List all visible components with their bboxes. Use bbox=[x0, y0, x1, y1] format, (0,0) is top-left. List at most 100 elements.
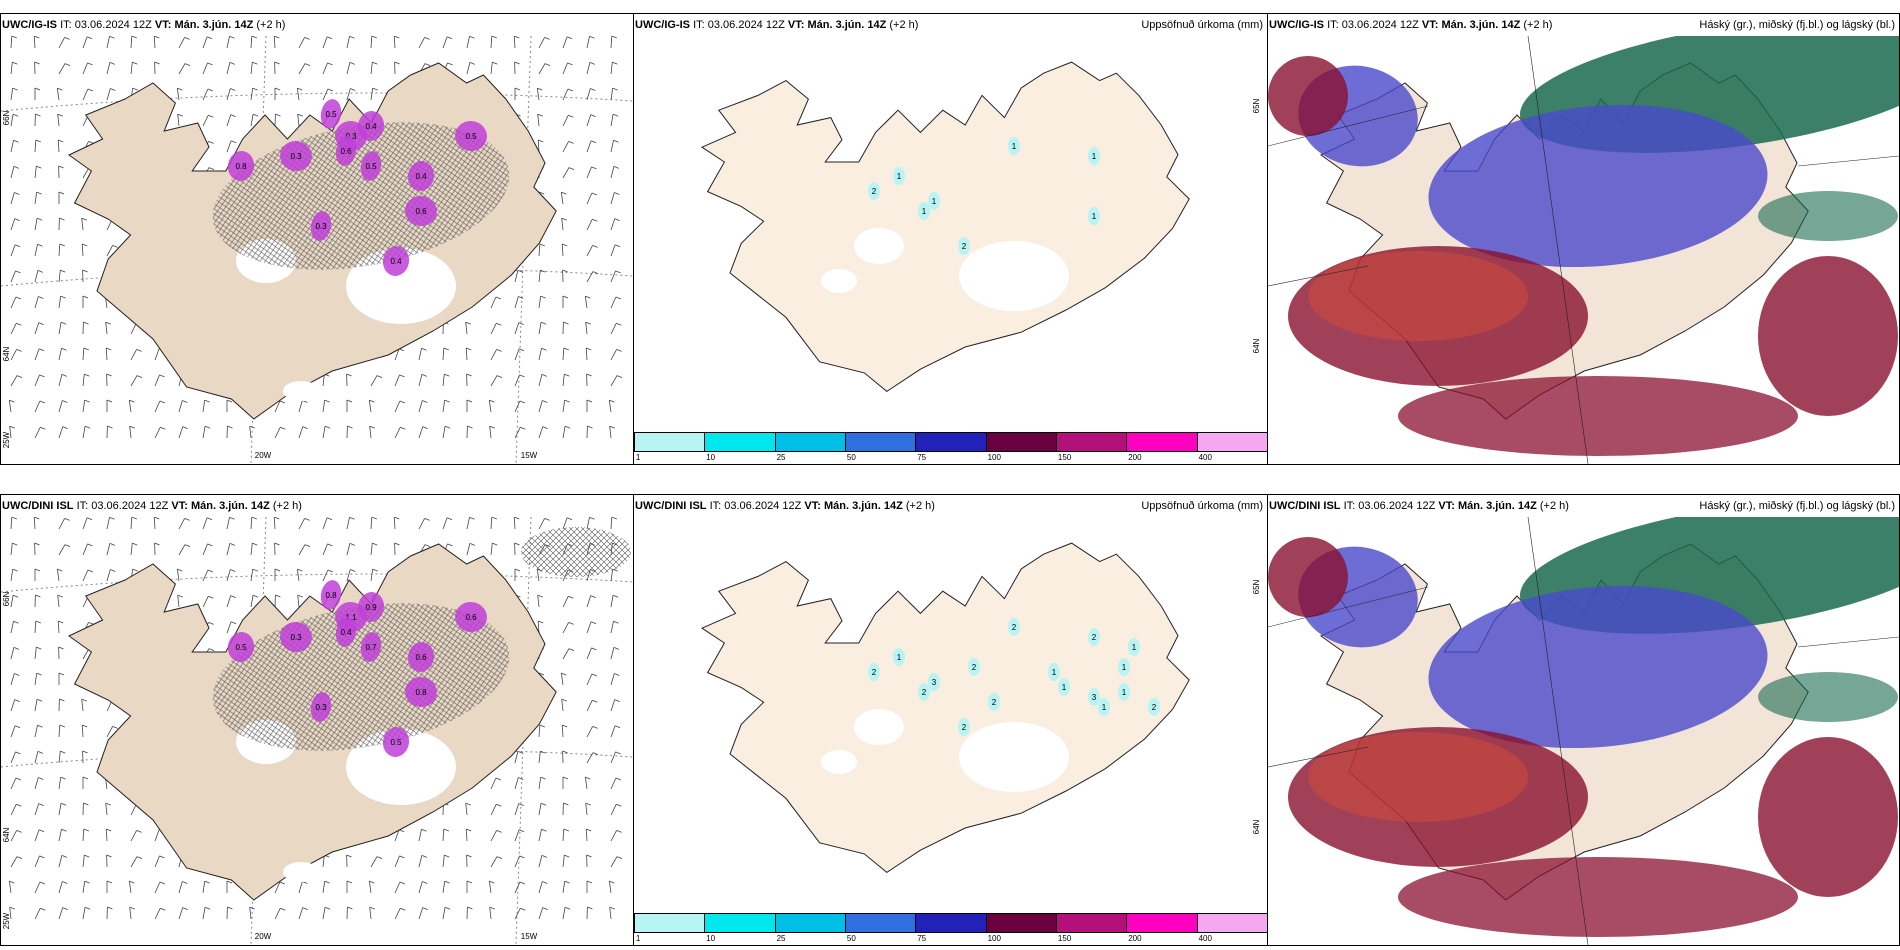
barb-flag bbox=[177, 113, 183, 117]
wind-barb bbox=[490, 349, 497, 361]
colorbar bbox=[634, 432, 1267, 452]
barb-flag bbox=[11, 36, 17, 39]
barb-flag bbox=[347, 906, 353, 910]
barb-flag bbox=[514, 87, 521, 91]
wind-barb bbox=[130, 36, 133, 49]
barb-flag bbox=[279, 881, 286, 885]
barb-flag bbox=[444, 399, 450, 403]
wind-barb bbox=[394, 908, 401, 920]
wind-barb bbox=[586, 673, 593, 686]
wind-barb bbox=[34, 725, 38, 738]
wind-barb bbox=[346, 36, 350, 49]
barb-flag bbox=[612, 87, 618, 91]
wind-barb bbox=[490, 323, 497, 335]
wind-barb bbox=[10, 140, 14, 153]
barb-flag bbox=[16, 375, 23, 378]
barb-flag bbox=[252, 113, 259, 117]
barb-flag bbox=[324, 425, 331, 429]
colorbar-tick-label: 50 bbox=[846, 453, 856, 462]
wind-barb bbox=[610, 140, 614, 153]
barb-flag bbox=[424, 544, 431, 547]
wind-barb bbox=[10, 192, 15, 205]
barb-flag bbox=[542, 400, 548, 403]
wind-barb bbox=[10, 699, 16, 712]
wind-barb bbox=[34, 374, 40, 387]
barb-flag bbox=[561, 672, 567, 676]
lat-label: 66N bbox=[2, 110, 11, 125]
barb-flag bbox=[372, 87, 378, 91]
wind-barb bbox=[418, 400, 423, 413]
colorbar-tick-label: 25 bbox=[776, 453, 786, 462]
wind-barb bbox=[34, 777, 39, 790]
wind-barb bbox=[370, 375, 378, 387]
barb-flag bbox=[129, 425, 135, 429]
precip-cell bbox=[227, 632, 255, 662]
wind-barb bbox=[538, 374, 543, 387]
barb-flag bbox=[62, 426, 68, 429]
barb-flag bbox=[208, 167, 215, 170]
barb-flag bbox=[274, 568, 281, 572]
barb-flag bbox=[14, 192, 20, 195]
barb-flag bbox=[586, 828, 592, 832]
barb-flag bbox=[614, 699, 620, 702]
accum-value-label: 1 bbox=[1012, 142, 1017, 151]
wind-barb bbox=[202, 36, 208, 49]
precip-value-label: 0.5 bbox=[365, 162, 377, 171]
precip-value-label: 0.3 bbox=[315, 222, 327, 231]
wind-barb bbox=[129, 426, 132, 439]
barb-flag bbox=[592, 726, 598, 729]
wind-barb bbox=[177, 595, 180, 608]
barb-flag bbox=[568, 595, 574, 599]
barb-flag bbox=[12, 87, 18, 91]
barb-flag bbox=[518, 829, 525, 833]
barb-flag bbox=[249, 425, 255, 429]
wind-barb bbox=[297, 114, 300, 127]
barb-flag bbox=[590, 621, 597, 625]
barb-flag bbox=[327, 88, 334, 92]
colorbar-swatch bbox=[634, 433, 705, 451]
panel-header: UWC/IG-IS IT: 03.06.2024 12Z VT: Mán. 3.… bbox=[2, 19, 286, 31]
barb-flag bbox=[424, 37, 430, 40]
barb-flag bbox=[518, 348, 525, 352]
barb-flag bbox=[489, 425, 495, 429]
wind-barb bbox=[298, 881, 303, 894]
high-cloud bbox=[1758, 191, 1898, 241]
barb-flag bbox=[40, 426, 46, 430]
barb-flag bbox=[302, 426, 308, 429]
accum-cell bbox=[868, 182, 880, 200]
barb-flag bbox=[491, 517, 497, 520]
glacier bbox=[283, 381, 319, 401]
glacier bbox=[346, 729, 456, 805]
barb-flag bbox=[34, 517, 40, 520]
wind-barb bbox=[442, 517, 448, 530]
glacier bbox=[959, 722, 1069, 792]
barb-flag bbox=[82, 776, 89, 780]
wind-barb bbox=[513, 36, 516, 49]
wind-barb bbox=[538, 803, 542, 816]
barb-flag bbox=[12, 61, 18, 65]
barb-flag bbox=[280, 907, 286, 911]
wind-barb bbox=[82, 374, 85, 387]
barb-flag bbox=[252, 61, 258, 65]
axis-labels: 66N 64N 25W 20W 15W bbox=[2, 591, 538, 941]
barb-flag bbox=[446, 36, 453, 40]
wind-barb bbox=[130, 856, 138, 868]
panel-header: UWC/DINI ISL IT: 03.06.2024 12Z VT: Mán.… bbox=[635, 500, 935, 512]
barb-flag bbox=[15, 751, 21, 755]
wind-barb bbox=[586, 192, 593, 205]
barb-flag bbox=[184, 63, 191, 66]
barb-flag bbox=[297, 568, 303, 572]
barb-flag bbox=[62, 907, 68, 910]
wind-barb bbox=[322, 855, 325, 868]
barb-flag bbox=[182, 426, 188, 429]
barb-flag bbox=[58, 646, 64, 650]
barb-flag bbox=[34, 542, 40, 546]
wind-barb bbox=[585, 347, 588, 361]
wind-barb bbox=[562, 88, 569, 101]
barb-flag bbox=[369, 425, 375, 429]
precip-cell bbox=[455, 601, 487, 633]
barb-flag bbox=[350, 569, 356, 572]
wind-barb bbox=[58, 270, 61, 283]
accum-value-label: 2 bbox=[872, 187, 877, 196]
